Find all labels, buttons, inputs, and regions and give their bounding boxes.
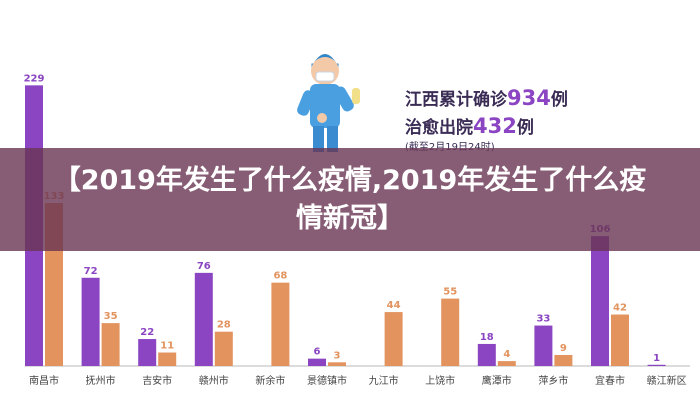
bar-confirmed-11	[647, 364, 666, 366]
category-label-8: 鹰潭市	[482, 374, 512, 387]
category-label-9: 萍乡市	[538, 374, 568, 387]
data-label-confirmed-0: 229	[24, 73, 45, 84]
bar-cured-9	[554, 354, 573, 366]
bar-cured-7	[441, 298, 460, 366]
bar-cured-8	[497, 361, 516, 366]
cured-summary: 治愈出院432例	[405, 114, 534, 138]
data-label-cured-1: 35	[104, 311, 118, 322]
category-label-6: 九江市	[369, 374, 399, 387]
category-label-0: 南昌市	[29, 374, 59, 387]
bar-cured-6	[384, 312, 403, 366]
bar-confirmed-8	[477, 343, 496, 366]
data-label-cured-10: 42	[613, 303, 627, 314]
summary-block: 江西累计确诊934例 治愈出院432例 (截至2月19日24时)	[405, 86, 568, 153]
confirmed-summary: 江西累计确诊934例	[405, 86, 568, 110]
data-label-confirmed-11: 1	[653, 353, 660, 364]
bar-confirmed-3	[194, 272, 213, 366]
title-banner: 【2019年发生了什么疫情,2019年发生了什么疫情新冠】	[0, 148, 700, 251]
data-label-cured-2: 11	[160, 341, 174, 352]
bar-confirmed-5	[308, 358, 326, 366]
category-label-4: 新余市	[255, 374, 285, 387]
data-label-confirmed-5: 6	[314, 347, 321, 358]
doctor-illustration-icon	[297, 54, 360, 152]
bar-cured-3	[214, 331, 233, 366]
category-label-11: 赣江新区	[647, 374, 687, 387]
bar-confirmed-2	[138, 339, 157, 366]
data-label-cured-3: 28	[217, 320, 231, 331]
bar-confirmed-1	[81, 277, 100, 366]
bars-layer: 229 1 33 南昌市 72 35 抚州市 22 11 吉安市 76 28 赣州市 68 新余市 6 3 景德镇…	[24, 73, 687, 387]
data-label-cured-6: 44	[387, 300, 401, 311]
bar-confirmed-10	[591, 236, 609, 366]
data-label-cured-9: 9	[560, 343, 567, 354]
category-label-2: 吉安市	[142, 374, 172, 387]
bar-cured-2	[158, 352, 177, 366]
data-label-cured-4: 68	[273, 271, 287, 282]
bar-confirmed-9	[534, 325, 553, 366]
data-label-confirmed-3: 76	[197, 261, 211, 272]
data-label-confirmed-8: 18	[480, 332, 494, 343]
category-label-1: 抚州市	[86, 374, 116, 387]
bar-cured-10	[611, 314, 629, 366]
bar-cured-4	[271, 282, 290, 366]
data-label-confirmed-9: 33	[536, 314, 550, 325]
category-label-3: 赣州市	[199, 374, 229, 387]
page-title: 【2019年发生了什么疫情,2019年发生了什么疫情新冠】	[53, 164, 647, 234]
data-label-confirmed-1: 72	[84, 266, 98, 277]
data-label-confirmed-2: 22	[140, 327, 154, 338]
category-label-7: 上饶市	[425, 374, 455, 387]
data-label-cured-5: 3	[334, 350, 341, 361]
bar-cured-1	[101, 323, 120, 366]
data-label-cured-8: 4	[503, 349, 510, 360]
data-label-cured-7: 55	[443, 287, 457, 298]
bar-cured-5	[328, 362, 346, 366]
category-label-5: 景德镇市	[307, 374, 347, 387]
category-label-10: 宜春市	[595, 374, 625, 387]
